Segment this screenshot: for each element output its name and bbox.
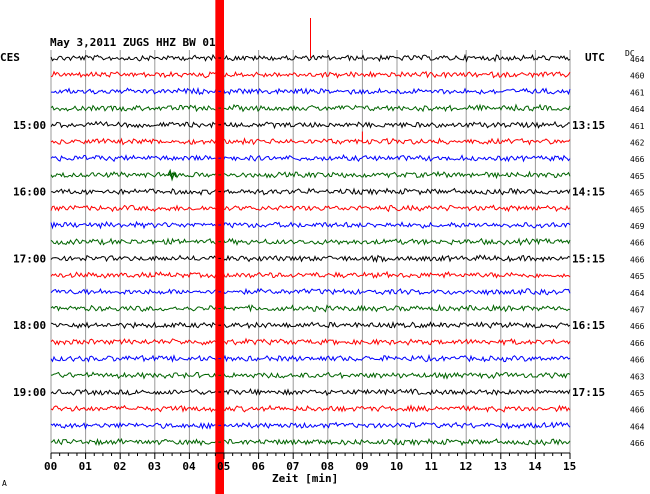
dc-value: 465 [630, 389, 645, 398]
x-axis: 00 01 02 03 04 05 06 07 08 09 10 11 12 13 14 15 [44, 452, 576, 473]
trace-20 [50, 387, 571, 397]
x-tick-label: 01 [79, 460, 93, 473]
dc-value: 463 [630, 372, 645, 381]
right-time-label: 17:15 [572, 386, 605, 399]
x-tick-label: 13 [494, 460, 507, 473]
x-tick-label: 06 [252, 460, 266, 473]
dc-value: 467 [630, 306, 645, 315]
dc-value: 466 [630, 439, 645, 448]
trace-22 [50, 421, 571, 430]
left-time-label: 19:00 [13, 386, 46, 399]
x-tick-label: 05 [217, 460, 230, 473]
x-tick-label: 15 [563, 460, 576, 473]
x-tick-label: 12 [459, 460, 472, 473]
trace-6 [50, 153, 571, 163]
x-tick-label: 00 [44, 460, 57, 473]
left-time-label: 18:00 [13, 319, 46, 332]
right-time-label: 15:15 [572, 252, 605, 265]
event-marks [167, 0, 363, 494]
left-header: CES [0, 51, 20, 64]
dc-value: 460 [630, 72, 645, 81]
dc-value: 466 [630, 356, 645, 365]
dc-value: 461 [630, 122, 645, 131]
trace-7 [50, 170, 571, 180]
trace-8 [50, 187, 571, 196]
event-burst-2 [167, 168, 177, 182]
trace-3 [50, 103, 571, 113]
x-tick-label: 10 [390, 460, 403, 473]
labels: 15:00 16:00 17:00 18:00 19:00 13:15 14:15 15:15… [13, 55, 645, 448]
dc-value: 464 [630, 55, 645, 64]
trace-2 [50, 86, 571, 96]
trace-18 [50, 353, 571, 363]
trace-5 [50, 137, 571, 146]
x-tick-label: 09 [355, 460, 368, 473]
saturated-event-band [215, 0, 224, 494]
dc-value: 466 [630, 322, 645, 331]
dc-value: 465 [630, 205, 645, 214]
dc-value: 466 [630, 339, 645, 348]
trace-16 [50, 320, 571, 330]
left-time-label: 16:00 [13, 186, 46, 199]
dc-value: 464 [630, 105, 645, 114]
dc-value: 465 [630, 272, 645, 281]
chart-title: May 3,2011 ZUGS HHZ BW 01 [50, 36, 216, 49]
trace-21 [50, 404, 571, 413]
dc-value: 464 [630, 422, 645, 431]
trace-9 [50, 204, 571, 213]
x-tick-label: 03 [148, 460, 161, 473]
trace-14 [50, 287, 571, 296]
right-time-label: 13:15 [572, 119, 605, 132]
right-time-label: 16:15 [572, 319, 605, 332]
right-time-label: 14:15 [572, 186, 605, 199]
dc-value: 469 [630, 222, 645, 231]
x-tick-label: 07 [286, 460, 299, 473]
corner-mark: A [2, 479, 7, 488]
x-axis-label: Zeit [min] [272, 472, 338, 485]
dc-value: 465 [630, 189, 645, 198]
trace-12 [50, 254, 571, 264]
trace-13 [50, 270, 571, 279]
x-tick-label: 11 [425, 460, 439, 473]
trace-23 [50, 437, 571, 447]
dc-value: 466 [630, 255, 645, 264]
trace-19 [50, 371, 571, 380]
left-time-label: 15:00 [13, 119, 46, 132]
x-tick-label: 04 [182, 460, 196, 473]
trace-10 [50, 220, 571, 230]
grid [50, 50, 571, 453]
traces [50, 53, 571, 447]
dc-value: 466 [630, 239, 645, 248]
right-header: UTC [585, 51, 605, 64]
trace-17 [50, 337, 571, 347]
x-tick-label: 08 [321, 460, 334, 473]
dc-value: 464 [630, 289, 645, 298]
dc-value: 462 [630, 139, 645, 148]
dc-header: DC [625, 49, 635, 58]
dc-value: 466 [630, 406, 645, 415]
left-time-label: 17:00 [13, 252, 46, 265]
trace-11 [50, 237, 571, 247]
trace-15 [50, 303, 571, 313]
trace-0 [50, 53, 571, 63]
trace-4 [50, 120, 571, 130]
trace-1 [50, 70, 571, 79]
x-tick-label: 14 [528, 460, 542, 473]
dc-value: 466 [630, 155, 645, 164]
x-tick-label: 02 [113, 460, 126, 473]
dc-value: 465 [630, 172, 645, 181]
dc-value: 461 [630, 88, 645, 97]
